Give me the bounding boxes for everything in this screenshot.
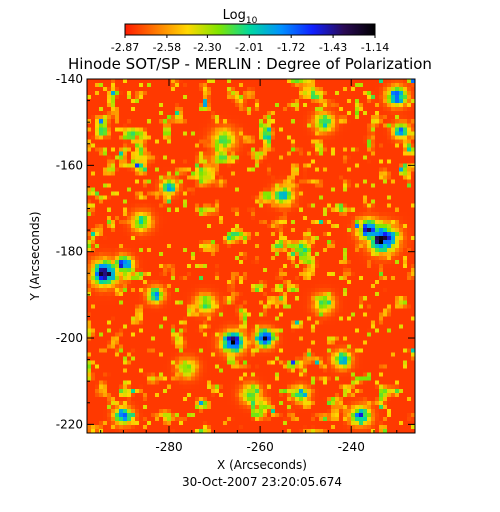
colorbar-tick-label: -2.58 (153, 41, 181, 54)
y-tick-label: -160 (56, 158, 83, 172)
timestamp: 30-Oct-2007 23:20:05.674 (182, 475, 342, 489)
x-axis-label: X (Arcseconds) (217, 458, 307, 472)
colorbar-tick-label: -2.01 (235, 41, 263, 54)
colorbar (124, 23, 376, 36)
x-tick-label: -280 (155, 440, 182, 454)
colorbar-tick-label: -1.43 (319, 41, 347, 54)
x-tick-label: -240 (338, 440, 365, 454)
colorbar-tick-label: -2.87 (111, 41, 139, 54)
plot-area (86, 78, 416, 434)
y-axis: -140 -160 -180 -200 -220 (56, 72, 415, 431)
colorbar-tick-label: -1.14 (361, 41, 389, 54)
colorbar-tick-label: -2.30 (193, 41, 221, 54)
colorbar-ticks: -2.87 -2.58 -2.30 -2.01 -1.72 -1.43 -1.14 (111, 35, 389, 54)
y-axis-label: Y (Arcseconds) (28, 211, 42, 301)
y-tick-label: -180 (56, 245, 83, 259)
y-tick-label: -140 (56, 72, 83, 86)
x-axis: -280 -260 -240 (100, 79, 398, 454)
colorbar-tick-label: -1.72 (277, 41, 305, 54)
y-tick-label: -220 (56, 417, 83, 431)
plot-frame (86, 78, 416, 434)
y-tick-label: -200 (56, 331, 83, 345)
colorbar-title: Log10 (223, 8, 258, 26)
chart-title: Hinode SOT/SP - MERLIN : Degree of Polar… (68, 55, 432, 73)
x-tick-label: -260 (246, 440, 273, 454)
polarization-heatmap (87, 79, 415, 433)
